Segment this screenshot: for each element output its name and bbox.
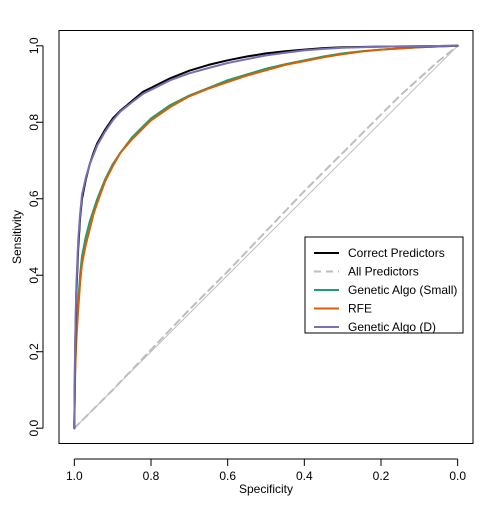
- legend-label: All Predictors: [348, 265, 419, 279]
- series-line-genetic-algo-d: [73, 44, 459, 430]
- x-tick-label: 0.4: [296, 469, 313, 483]
- series-line-rfe: [73, 44, 459, 430]
- series-line-all-predictors: [73, 44, 459, 430]
- y-tick-label: 0.6: [27, 190, 41, 207]
- x-tick-label: 1.0: [66, 469, 83, 483]
- y-tick-label: 0.2: [27, 343, 41, 360]
- series-layer: [73, 44, 459, 430]
- legend-label: Genetic Algo (D): [348, 320, 436, 334]
- y-tick-label: 0.0: [27, 420, 41, 437]
- x-tick-label: 0.2: [373, 469, 390, 483]
- y-axis: 0.0 0.2 0.4 0.6 0.8 1.0: [27, 37, 44, 437]
- legend-label: Genetic Algo (Small): [348, 283, 457, 297]
- y-tick-label: 1.0: [27, 37, 41, 54]
- plot-frame: [58, 30, 474, 444]
- x-tick-label: 0.8: [143, 469, 160, 483]
- x-axis: 1.0 0.8 0.6 0.4 0.2 0.0: [66, 458, 466, 483]
- legend: Correct Predictors All Predictors Genetic …: [304, 236, 464, 334]
- legend-label: Correct Predictors: [348, 246, 445, 260]
- y-axis-title: Sensitivity: [10, 210, 24, 264]
- y-tick-label: 0.4: [27, 267, 41, 284]
- x-tick-label: 0.6: [219, 469, 236, 483]
- legend-label: RFE: [348, 302, 372, 316]
- y-tick-label: 0.8: [27, 114, 41, 131]
- x-axis-title: Specificity: [239, 482, 293, 496]
- x-tick-label: 0.0: [449, 469, 466, 483]
